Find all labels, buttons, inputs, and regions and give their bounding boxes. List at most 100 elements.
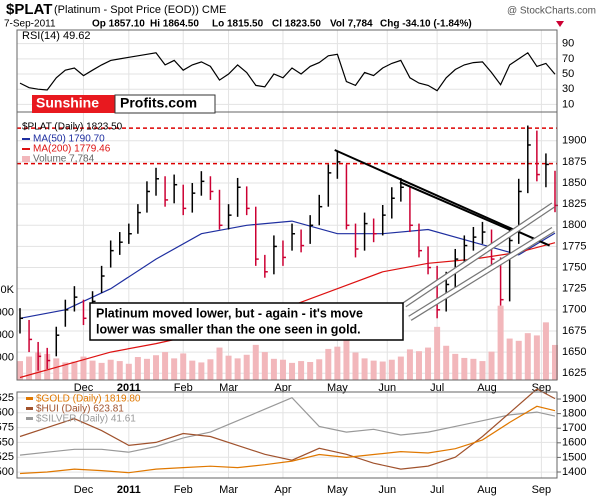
y-tick-label: 1725: [562, 283, 586, 295]
volume-bar: [243, 354, 250, 380]
y-tick-label: 625: [0, 392, 14, 404]
legend-swatch: [26, 397, 33, 400]
annotation: lower was smaller than the one seen in g…: [96, 322, 361, 336]
annotation-box: [89, 302, 404, 341]
y-tick-label: 50: [562, 68, 574, 80]
volume-bar: [216, 347, 223, 380]
logo-text: Sunshine: [36, 95, 99, 111]
x-tick-label: Feb: [174, 382, 193, 394]
source: @ StockCharts.com: [507, 6, 596, 17]
volume-bar: [279, 359, 286, 380]
y-tick-label: 1650: [562, 346, 586, 358]
volume-bar: [470, 358, 477, 380]
y-tick-label: 575: [0, 421, 14, 433]
volume-bar: [425, 347, 432, 380]
volume-bar: [225, 355, 232, 380]
panel-frame: [16, 391, 558, 479]
y-tick-label: 10: [562, 98, 574, 110]
x-tick-label: Aug: [477, 382, 497, 394]
volume-bar: [352, 352, 359, 380]
volume-bar: [189, 360, 196, 380]
volume-bar: [552, 344, 558, 380]
y-tick-label: 1700: [562, 304, 586, 316]
volume-bar: [143, 358, 150, 380]
annotation: Platinum moved lower, but - again - it's…: [96, 306, 363, 320]
volume-bar: [270, 358, 277, 380]
volume-bar: [107, 359, 114, 380]
volume-bar: [307, 361, 314, 380]
down-marker: [556, 21, 564, 27]
date: 7-Sep-2011: [4, 19, 56, 30]
volume-bar: [234, 358, 241, 380]
logo-text: Profits.com: [120, 95, 197, 111]
volume-bar: [62, 362, 69, 380]
volume-bar: [397, 356, 404, 380]
legend-entry: MA(200) 1779.46: [33, 144, 111, 155]
volume-bar: [452, 353, 459, 380]
volume-tick-label: 10000: [0, 329, 14, 341]
legend-entry: Volume 7,784: [33, 154, 95, 165]
legend-swatch: [26, 407, 33, 410]
y-tick-label: 1775: [562, 240, 586, 252]
volume-bar: [370, 360, 377, 380]
legend-entry: $GOLD (Daily) 1819.80: [36, 394, 141, 405]
legend-entry: $HUI (Daily) 623.81: [36, 404, 124, 415]
volume-bar: [361, 358, 368, 380]
x-tick-label: Apr: [274, 484, 291, 496]
volume-bar: [89, 360, 96, 380]
panel-frame: [16, 111, 558, 381]
volume-bar: [162, 352, 169, 380]
x-tick-label: Dec: [74, 484, 94, 496]
x-tick-label: May: [327, 382, 348, 394]
volume-bar: [153, 355, 160, 380]
logo-left: [32, 95, 115, 113]
y2-tick-label: 1400: [562, 466, 586, 478]
volume-bar: [343, 335, 350, 380]
y-tick-label: 600: [0, 407, 14, 419]
volume-bar: [116, 361, 123, 380]
y2-tick-label: 1900: [562, 393, 586, 405]
volume-bar: [533, 335, 540, 380]
x-tick-label: Dec: [74, 382, 94, 394]
x-tick-label: Sep: [532, 382, 552, 394]
y-tick-label: 550: [0, 436, 14, 448]
x-tick-label: Mar: [219, 382, 238, 394]
volume-tick-label: 5000: [0, 351, 14, 363]
y-tick-label: 1675: [562, 325, 586, 337]
y2-tick-label: 1800: [562, 408, 586, 420]
volume-bar: [388, 359, 395, 380]
volume-bar: [198, 362, 205, 380]
x-tick-label: Feb: [174, 484, 193, 496]
y-tick-label: 90: [562, 38, 574, 50]
y-tick-label: 1750: [562, 261, 586, 273]
volume-bar: [207, 359, 214, 380]
y-tick-label: 1800: [562, 219, 586, 231]
y-tick-label: 70: [562, 53, 574, 65]
x-tick-label: 2011: [117, 382, 141, 394]
volume-bar: [515, 340, 522, 380]
header-stat: Chg -34.10 (-1.84%): [380, 19, 472, 30]
header-stat: Hi 1864.50: [150, 19, 199, 30]
chart-title: $PLAT (Daily) 1823.50: [22, 122, 123, 133]
volume-bar: [298, 361, 305, 380]
x-tick-label: Aug: [477, 484, 497, 496]
logo-right: [114, 94, 216, 114]
trend-line: [399, 181, 516, 234]
header-stat: Lo 1815.50: [212, 19, 264, 30]
volume-bar: [53, 358, 60, 380]
header-stat: Op 1857.10: [92, 19, 145, 30]
y2-tick-label: 1600: [562, 437, 586, 449]
trend-line: [408, 228, 555, 320]
y-tick-label: 1875: [562, 156, 586, 168]
volume-bar: [171, 358, 178, 380]
y-tick-label: 525: [0, 451, 14, 463]
header-stat: Vol 7,784: [330, 19, 373, 30]
volume-bar: [80, 356, 87, 380]
y-tick-label: 1625: [562, 367, 586, 379]
volume-bar: [497, 305, 504, 380]
y2-tick-label: 1500: [562, 451, 586, 463]
volume-bar: [542, 322, 549, 380]
volume-bar: [316, 359, 323, 380]
volume-bar: [524, 333, 531, 380]
x-tick-label: Mar: [219, 484, 238, 496]
